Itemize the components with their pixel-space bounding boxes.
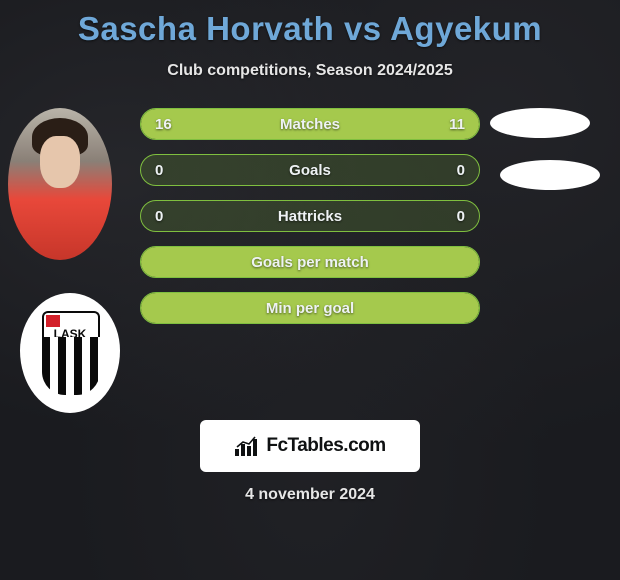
footer-date: 4 november 2024 [0,486,620,504]
player-right-placeholder-ellipse [490,108,590,138]
stat-metric-label: Matches [141,109,479,140]
footer-brand-pill: FcTables.com [200,420,420,472]
player-left-club-badge: LASK [20,293,120,413]
badge-red-accent [46,315,60,327]
stat-pill: 00Hattricks [140,200,480,232]
player-right-placeholder-ellipse [500,160,600,190]
stat-metric-label: Hattricks [141,201,479,232]
stat-metric-label: Goals [141,155,479,186]
stat-pill: 1611Matches [140,108,480,140]
avatar-face-shape [40,136,80,188]
stat-pill: 00Goals [140,154,480,186]
page-title: Sascha Horvath vs Agyekum [0,0,620,48]
footer-brand-text: FcTables.com [266,435,385,457]
stat-pill: Min per goal [140,292,480,324]
bar-chart-icon [234,435,260,457]
player-left-avatar [8,108,112,260]
stat-pills: 1611Matches 00Goals 00Hattricks Goals per m… [140,108,480,338]
stat-metric-label: Goals per match [141,247,479,278]
page-subtitle: Club competitions, Season 2024/2025 [0,62,620,80]
badge-stripes [42,337,100,395]
stat-pill: Goals per match [140,246,480,278]
stat-metric-label: Min per goal [141,293,479,324]
